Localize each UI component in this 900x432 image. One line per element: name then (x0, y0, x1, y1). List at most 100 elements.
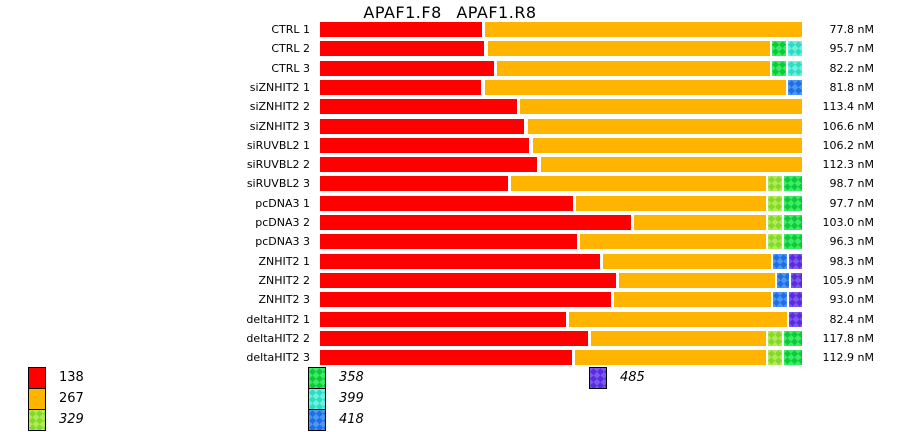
chart-title: APAF1.F8 APAF1.R8 (363, 3, 537, 22)
row-value: 112.9 nM (822, 351, 874, 364)
legend-label-138: 138 (59, 370, 84, 385)
row-label: siRUVBL2 2 (246, 158, 310, 171)
row-label: siZNHIT2 2 (249, 100, 310, 113)
row-label: siZNHIT2 1 (249, 81, 310, 94)
bar-segment-358 (772, 41, 786, 56)
bar-track (320, 292, 802, 307)
bar-track (320, 138, 802, 153)
bar-segment-358 (784, 176, 802, 191)
row-value: 98.7 nM (829, 177, 874, 190)
bar-segment-138 (320, 215, 631, 230)
bar-track (320, 273, 802, 288)
legend-swatch-399 (308, 388, 326, 410)
bar-segment-358 (784, 234, 802, 249)
row-value: 96.3 nM (829, 235, 874, 248)
legend-swatch-485 (589, 367, 607, 389)
row-label: deltaHIT2 2 (246, 332, 310, 345)
row-value: 97.7 nM (829, 197, 874, 210)
row-value: 82.4 nM (829, 313, 874, 326)
bar-segment-329 (768, 234, 782, 249)
bar-track (320, 119, 802, 134)
bar-segment-138 (320, 119, 524, 134)
legend-label-329: 329 (59, 412, 84, 427)
bar-segment-267 (533, 138, 802, 153)
row-label: deltaHIT2 3 (246, 351, 310, 364)
bar-segment-485 (791, 273, 802, 288)
legend-label-418: 418 (339, 412, 364, 427)
bar-segment-329 (768, 215, 782, 230)
bar-segment-329 (768, 176, 782, 191)
row-label: ZNHIT2 3 (258, 293, 311, 306)
bar-track (320, 157, 802, 172)
bar-track (320, 80, 802, 95)
bar-segment-358 (772, 61, 786, 76)
row-label: CTRL 2 (271, 42, 310, 55)
row-value: 117.8 nM (822, 332, 874, 345)
row-label: siRUVBL2 1 (246, 139, 310, 152)
bar-segment-418 (788, 80, 802, 95)
bar-segment-267 (511, 176, 766, 191)
bar-segment-358 (784, 196, 802, 211)
bar-segment-267 (488, 41, 770, 56)
bar-segment-267 (520, 99, 802, 114)
bar-track (320, 234, 802, 249)
bar-track (320, 312, 802, 327)
bar-segment-138 (320, 176, 508, 191)
row-value: 106.6 nM (822, 120, 874, 133)
bar-track (320, 350, 802, 365)
bar-segment-485 (789, 254, 802, 269)
bar-segment-418 (773, 292, 787, 307)
bar-track (320, 61, 802, 76)
bar-segment-358 (784, 350, 802, 365)
row-value: 81.8 nM (829, 81, 874, 94)
bar-segment-138 (320, 331, 588, 346)
bar-segment-138 (320, 292, 611, 307)
row-label: CTRL 1 (271, 23, 310, 36)
bar-segment-399 (788, 41, 802, 56)
row-label: pcDNA3 2 (255, 216, 310, 229)
bar-segment-267 (614, 292, 771, 307)
bar-segment-267 (485, 22, 802, 37)
row-label: siRUVBL2 3 (246, 177, 310, 190)
bar-segment-138 (320, 99, 517, 114)
bar-segment-267 (497, 61, 770, 76)
bar-segment-399 (788, 61, 802, 76)
legend-label-399: 399 (339, 391, 364, 406)
bar-segment-329 (768, 350, 782, 365)
legend-swatch-138 (28, 367, 46, 389)
bar-track (320, 41, 802, 56)
bar-segment-267 (528, 119, 802, 134)
bar-segment-138 (320, 350, 572, 365)
bar-segment-418 (777, 273, 789, 288)
bar-segment-329 (768, 331, 782, 346)
bar-segment-485 (789, 292, 802, 307)
bar-segment-138 (320, 234, 577, 249)
bar-segment-358 (784, 331, 802, 346)
row-value: 95.7 nM (829, 42, 874, 55)
bar-segment-138 (320, 254, 600, 269)
bar-track (320, 196, 802, 211)
bar-track (320, 254, 802, 269)
bar-segment-138 (320, 41, 484, 56)
bar-segment-267 (634, 215, 766, 230)
bar-segment-138 (320, 196, 573, 211)
row-value: 93.0 nM (829, 293, 874, 306)
row-label: siZNHIT2 3 (249, 120, 310, 133)
legend-swatch-418 (308, 409, 326, 431)
bar-segment-138 (320, 138, 529, 153)
bar-segment-418 (773, 254, 787, 269)
bar-segment-267 (541, 157, 802, 172)
row-value: 106.2 nM (822, 139, 874, 152)
bar-track (320, 215, 802, 230)
bar-segment-267 (569, 312, 787, 327)
bar-segment-267 (576, 196, 766, 211)
bar-segment-267 (580, 234, 766, 249)
bar-segment-267 (619, 273, 775, 288)
row-value: 112.3 nM (822, 158, 874, 171)
bar-segment-267 (603, 254, 771, 269)
bar-segment-267 (485, 80, 786, 95)
row-label: deltaHIT2 1 (246, 313, 310, 326)
bar-track (320, 331, 802, 346)
bar-segment-267 (591, 331, 766, 346)
